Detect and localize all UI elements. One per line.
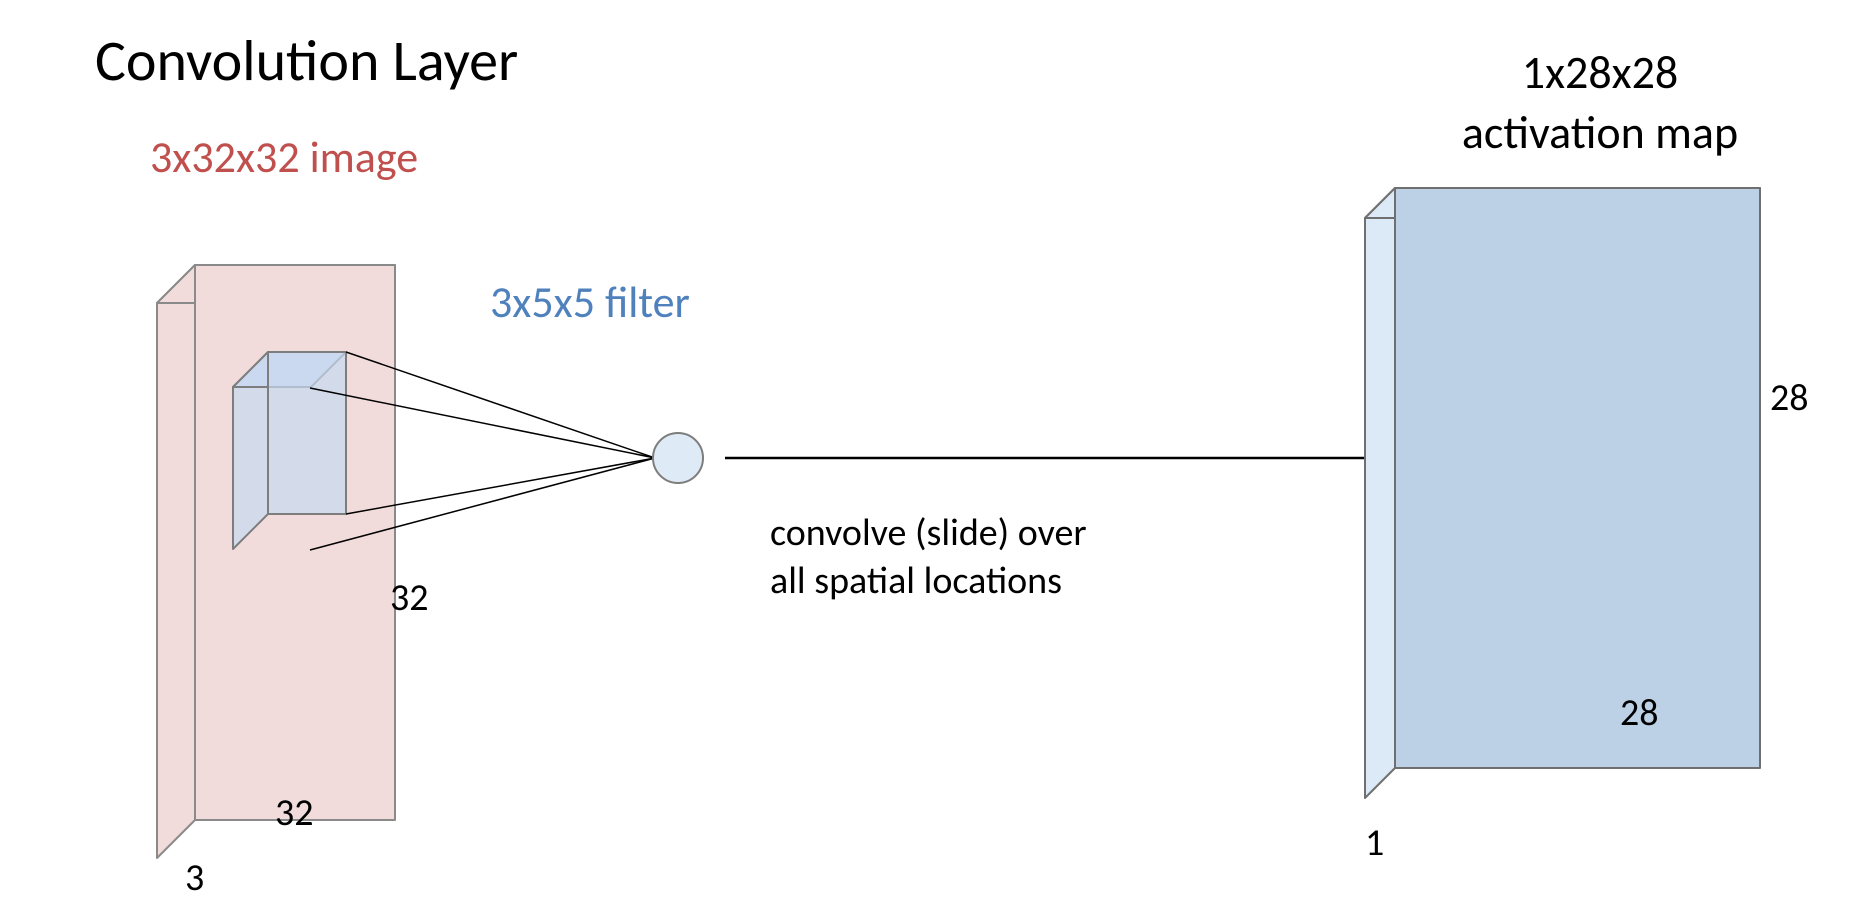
arrow-caption-line1: convolve (slide) over [770, 510, 1087, 556]
input-box-label: 3x32x32 image [150, 130, 418, 184]
page-title: Convolution Layer [95, 25, 518, 96]
output-title-line2: activation map [1462, 105, 1738, 161]
arrow-caption-line2: all spatial locations [770, 558, 1062, 604]
input-dim-height: 32 [390, 575, 429, 621]
output-node [653, 433, 703, 483]
output-dim-height: 28 [1770, 375, 1809, 421]
output-box [1365, 188, 1760, 798]
diagram-stage: { "type": "diagram", "canvas": { "width"… [0, 0, 1850, 920]
filter-box-label: 3x5x5 filter [490, 275, 690, 329]
output-dim-width: 28 [1620, 690, 1659, 736]
input-dim-width: 32 [275, 790, 314, 836]
input-dim-depth: 3 [185, 855, 204, 901]
output-title-line1: 1x28x28 [1522, 45, 1678, 101]
output-dim-depth: 1 [1365, 820, 1384, 866]
